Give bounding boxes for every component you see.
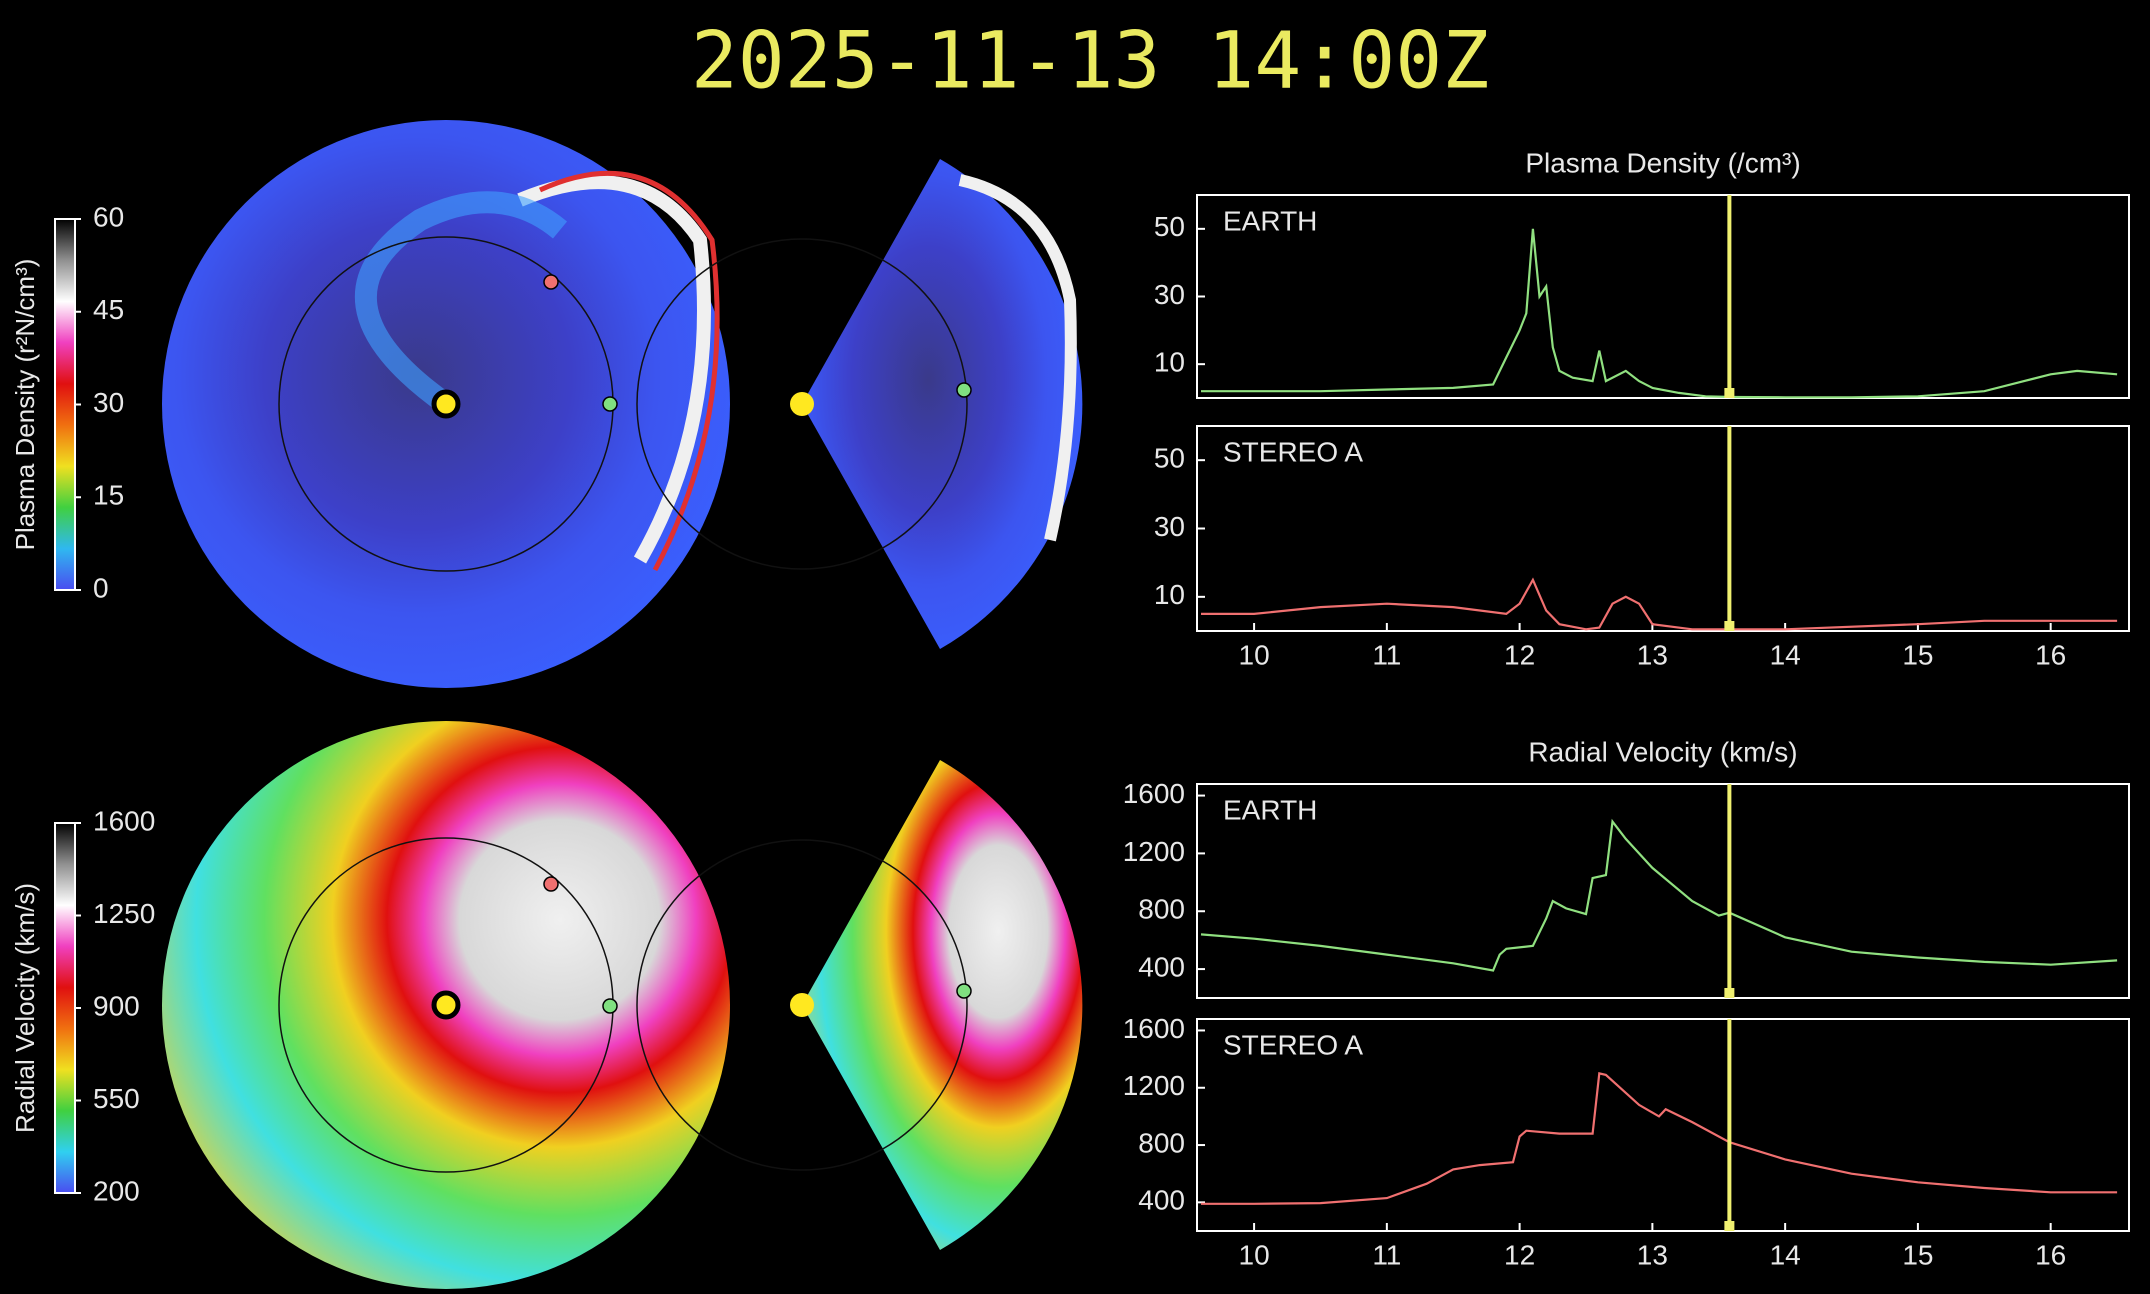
sun: [790, 993, 814, 1017]
colorbar-tick-label: 200: [93, 1175, 140, 1206]
x-tick-label: 14: [1770, 1239, 1801, 1270]
colorbar-tick-label: 60: [93, 201, 124, 232]
earth-orbit-side: [636, 839, 968, 1171]
time-marker-dot: [1724, 388, 1735, 398]
colorbar-tick-label: 15: [93, 480, 124, 511]
y-tick-label: 30: [1154, 279, 1185, 310]
x-tick-label: 15: [1902, 1239, 1933, 1270]
x-tick-label: 16: [2035, 1239, 2066, 1270]
x-tick-label: 13: [1637, 1239, 1668, 1270]
plot-frame: [1196, 425, 2130, 632]
series-line: [1201, 577, 2118, 631]
plot-frame: [1196, 783, 2130, 999]
timestamp: 2025-11-13 14:00Z: [691, 16, 1489, 106]
y-tick-label: 400: [1138, 951, 1185, 982]
colorbar-tick-label: 900: [93, 990, 140, 1021]
cme-front: [517, 175, 711, 564]
series-label: STEREO A: [1223, 1029, 1363, 1060]
series-label: EARTH: [1223, 205, 1317, 236]
stereo-a: [543, 274, 559, 290]
series-line: [1201, 228, 2118, 399]
sun: [431, 990, 461, 1020]
y-tick-label: 1200: [1123, 836, 1185, 867]
colorbar-tick-label: 1250: [93, 898, 155, 929]
y-tick-label: 10: [1154, 347, 1185, 378]
y-tick-label: 1600: [1123, 1013, 1185, 1044]
earth-orbit-side: [636, 238, 968, 570]
y-tick-label: 1600: [1123, 778, 1185, 809]
velocity-wedge: [802, 760, 1083, 1250]
time-marker-dot: [1724, 621, 1735, 631]
sun: [431, 389, 461, 419]
y-tick-label: 10: [1154, 579, 1185, 610]
x-tick-label: 14: [1770, 639, 1801, 670]
colorbar-label: Radial Velocity (km/s): [10, 883, 40, 1133]
cme-front-side: [958, 174, 1077, 542]
y-tick-label: 1200: [1123, 1070, 1185, 1101]
colorbar-tick-label: 1600: [93, 805, 155, 836]
x-tick-label: 16: [2035, 639, 2066, 670]
density-wedge: [802, 159, 1083, 649]
colorbar-label: Plasma Density (r²N/cm³): [10, 259, 40, 551]
colorbar: [54, 218, 76, 591]
time-marker-dot: [1724, 1221, 1735, 1231]
velocity-simulation: [162, 721, 1083, 1289]
cme-edge: [538, 170, 720, 572]
y-tick-label: 800: [1138, 894, 1185, 925]
colorbar-tick-label: 0: [93, 572, 109, 603]
x-tick-label: 13: [1637, 639, 1668, 670]
earth: [956, 983, 972, 999]
x-tick-label: 15: [1902, 639, 1933, 670]
y-tick-label: 50: [1154, 211, 1185, 242]
x-tick-label: 11: [1372, 639, 1401, 670]
series-label: STEREO A: [1223, 436, 1363, 467]
time-marker-dot: [1724, 988, 1735, 998]
plot-title: Plasma Density (/cm³): [1525, 147, 1800, 178]
plot-frame: [1196, 1018, 2130, 1232]
sun: [790, 392, 814, 416]
series-line: [1201, 1072, 2118, 1205]
series-label: EARTH: [1223, 794, 1317, 825]
spiral: [354, 191, 568, 413]
colorbar: [54, 822, 76, 1194]
y-tick-label: 30: [1154, 511, 1185, 542]
x-tick-label: 11: [1372, 1239, 1401, 1270]
earth: [956, 382, 972, 398]
x-tick-label: 12: [1504, 639, 1535, 670]
x-tick-label: 10: [1239, 1239, 1270, 1270]
series-line: [1200, 818, 2118, 972]
y-tick-label: 50: [1154, 443, 1185, 474]
stereo-a: [543, 876, 559, 892]
earth: [602, 396, 618, 412]
plot-title: Radial Velocity (km/s): [1528, 736, 1797, 767]
density-simulation: [162, 120, 1083, 688]
colorbar-tick-label: 45: [93, 294, 124, 325]
y-tick-label: 400: [1138, 1185, 1185, 1216]
colorbar-tick-label: 30: [93, 387, 124, 418]
earth: [602, 998, 618, 1014]
x-tick-label: 10: [1239, 639, 1270, 670]
x-tick-label: 12: [1504, 1239, 1535, 1270]
colorbar-tick-label: 550: [93, 1083, 140, 1114]
plot-frame: [1196, 194, 2130, 399]
y-tick-label: 800: [1138, 1127, 1185, 1158]
